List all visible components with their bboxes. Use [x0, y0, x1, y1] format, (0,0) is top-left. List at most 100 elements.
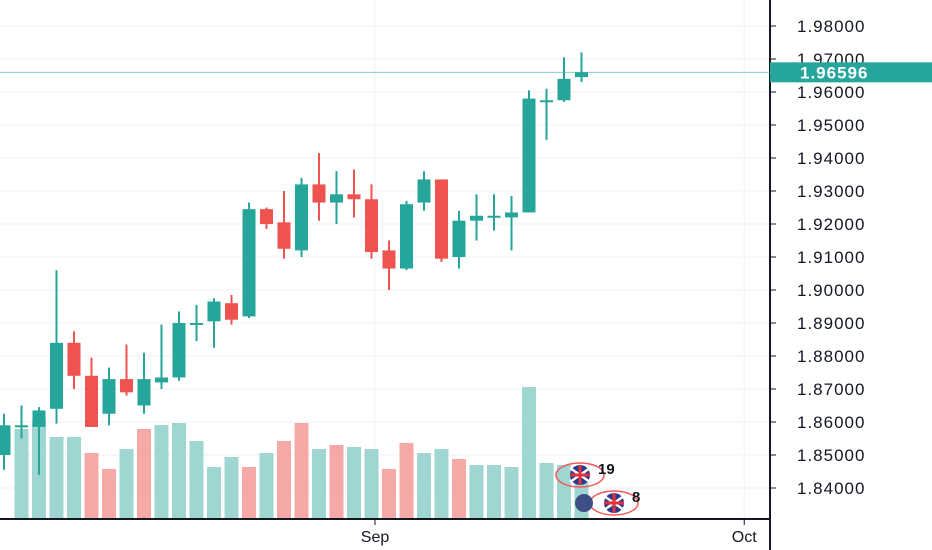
candle-body [365, 199, 378, 253]
price-tick-label: 1.96000 [797, 83, 865, 102]
volume-bar [207, 467, 221, 519]
candle-body [260, 209, 273, 224]
price-tick-label: 1.95000 [797, 116, 865, 135]
event-dot [575, 494, 593, 512]
candle [85, 357, 98, 427]
candle [522, 90, 536, 213]
candle-body [32, 410, 46, 427]
candle [400, 200, 413, 271]
candle [365, 184, 378, 259]
candle [242, 202, 256, 319]
volume-bar [487, 465, 501, 519]
volume-bar [102, 469, 116, 519]
price-tick-label: 1.88000 [797, 347, 865, 366]
candle [557, 57, 571, 102]
event-marker[interactable]: 8 [589, 489, 640, 516]
price-tick-label: 1.91000 [797, 248, 865, 267]
candle-body [452, 220, 466, 257]
volume-bar [49, 437, 64, 519]
candle [102, 367, 116, 426]
candle-body [15, 425, 28, 428]
candle [0, 413, 11, 470]
volume-bar [347, 447, 361, 519]
price-tick-label: 1.90000 [797, 281, 865, 300]
volume-bar [189, 441, 204, 519]
volume-bar [224, 457, 239, 519]
volume-bar [469, 465, 484, 519]
candle-body [382, 250, 396, 269]
volume-bar [364, 449, 379, 519]
volume-bar [312, 449, 326, 519]
candle [330, 171, 343, 224]
candle [312, 153, 326, 221]
event-marker[interactable]: 19 [555, 461, 615, 488]
candle-body [417, 179, 431, 203]
volume-bar [417, 453, 431, 519]
volume-bars [14, 387, 589, 519]
candle [15, 405, 28, 439]
last-price-value: 1.96596 [800, 63, 868, 82]
volume-bar [382, 469, 396, 519]
volume-bar [154, 425, 169, 519]
price-tick-label: 1.98000 [797, 17, 865, 36]
uk-flag-icon [603, 493, 625, 513]
candle-body [295, 184, 308, 251]
price-tick-label: 1.89000 [797, 314, 865, 333]
time-tick-label: Sep [361, 529, 390, 546]
price-tick-label: 1.87000 [797, 380, 865, 399]
candle [295, 177, 308, 257]
candle [50, 270, 63, 424]
candle [470, 194, 483, 241]
candle [540, 88, 553, 140]
candle-body [522, 98, 536, 213]
volume-bar [277, 441, 291, 519]
candle [435, 179, 448, 262]
volume-bar [84, 453, 99, 519]
candle-body [347, 194, 361, 200]
economic-events[interactable]: 19 8 [555, 461, 640, 516]
event-count: 19 [598, 461, 615, 478]
candlesticks [0, 52, 588, 475]
candle [575, 52, 588, 83]
candle-body [435, 179, 448, 259]
volume-bar [522, 387, 536, 519]
candle-body [207, 301, 221, 322]
candle-body [225, 303, 238, 320]
candle-body [277, 222, 291, 249]
candle-body [242, 209, 256, 317]
candle-body [505, 212, 518, 218]
volume-bar [294, 423, 309, 519]
volume-bar [259, 453, 274, 519]
price-tick-label: 1.85000 [797, 446, 865, 465]
candle-body [575, 72, 588, 78]
candle-body [470, 215, 483, 221]
price-tick-label: 1.92000 [797, 215, 865, 234]
candle-body [155, 377, 168, 383]
candle [190, 304, 203, 342]
candle [155, 324, 168, 389]
candle-body [487, 215, 501, 218]
candle [32, 407, 46, 475]
volume-bar [172, 423, 186, 519]
time-tick-label: Oct [732, 529, 757, 546]
candle [382, 240, 396, 290]
candle-body [540, 100, 553, 103]
candle-body [557, 78, 571, 101]
volume-bar [399, 443, 414, 519]
candle [137, 352, 151, 414]
candle [417, 171, 431, 211]
volume-bar [434, 449, 449, 519]
candle-body [172, 323, 186, 378]
price-axis[interactable]: 1.980001.970001.960001.950001.940001.930… [769, 0, 865, 550]
candle [172, 311, 186, 381]
time-axis[interactable]: Sep Oct [0, 518, 770, 546]
candle-body [400, 204, 413, 269]
volume-bar [329, 445, 344, 519]
price-tick-label: 1.86000 [797, 413, 865, 432]
candle [277, 191, 291, 259]
event-count: 8 [632, 489, 640, 506]
candle [260, 207, 273, 229]
candle [67, 331, 81, 389]
candle-body [190, 323, 203, 325]
